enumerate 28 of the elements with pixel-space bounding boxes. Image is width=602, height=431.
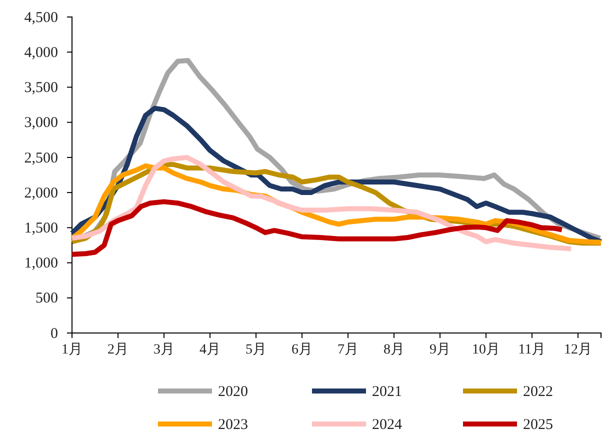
x-tick-label: 5月	[246, 342, 266, 358]
y-tick-label: 500	[36, 290, 58, 307]
legend-label: 2025	[523, 417, 553, 431]
x-tick-label: 7月	[338, 342, 358, 358]
legend-label: 2024	[372, 417, 402, 431]
y-tick-label: 4,000	[24, 44, 58, 61]
x-tick-label: 12月	[564, 342, 592, 358]
legend-label: 2023	[218, 417, 248, 431]
y-tick-label: 4,500	[24, 10, 58, 26]
x-tick-label: 4月	[200, 342, 220, 358]
x-tick-label: 8月	[384, 342, 404, 358]
x-tick-label: 1月	[62, 342, 82, 358]
x-tick-label: 2月	[108, 342, 128, 358]
y-tick-label: 1,000	[24, 256, 58, 272]
x-tick-label: 3月	[154, 342, 174, 358]
y-tick-label: 2,500	[24, 150, 58, 166]
x-tick-label: 11月	[518, 342, 546, 358]
legend-label: 2020	[218, 384, 248, 400]
y-tick-label: 1,500	[24, 220, 58, 236]
x-tick-label: 6月	[292, 342, 312, 358]
y-tick-label: 3,000	[24, 115, 58, 132]
legend-label: 2021	[372, 384, 402, 400]
x-tick-label: 10月	[472, 342, 500, 358]
y-tick-label: 3,500	[24, 80, 58, 96]
y-tick-label: 0	[50, 326, 58, 342]
legend-label: 2022	[523, 384, 553, 400]
x-tick-label: 9月	[430, 342, 450, 358]
y-tick-label: 2,000	[24, 185, 58, 202]
